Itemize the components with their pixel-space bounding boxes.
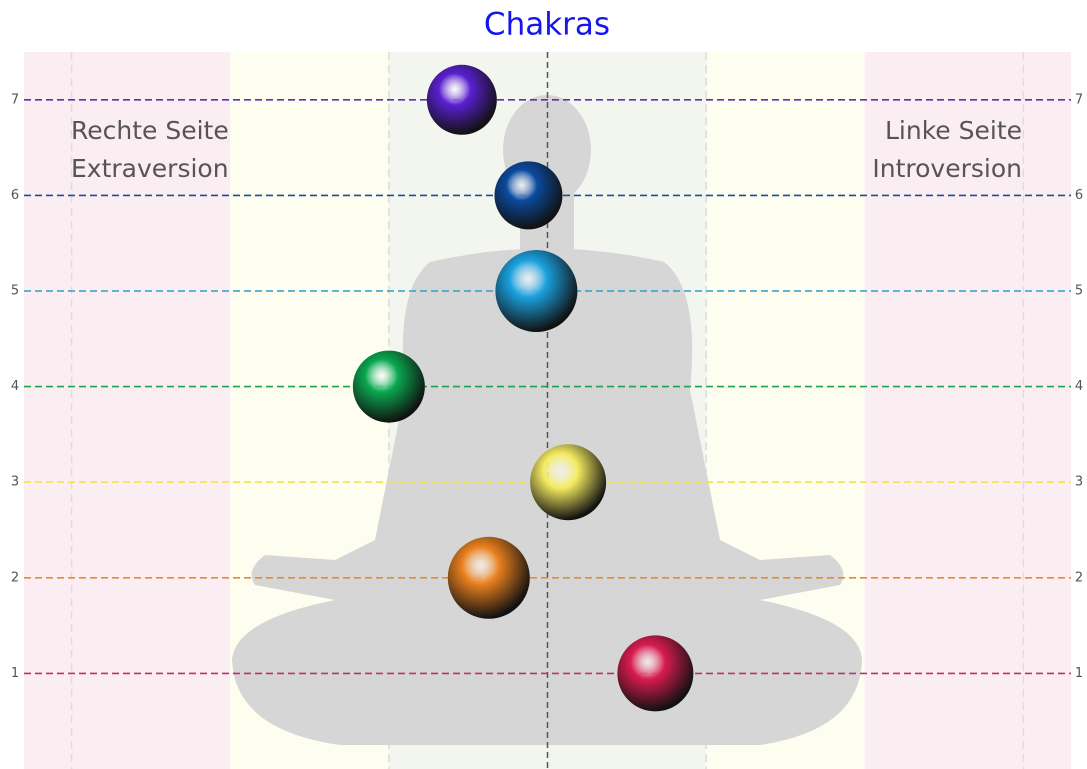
chakra-bubble bbox=[530, 444, 606, 520]
chakra-bubble bbox=[617, 635, 693, 711]
y2-tick-label: 2 bbox=[1075, 570, 1083, 585]
annotation: Introversion bbox=[872, 154, 1022, 183]
chakra-bubble bbox=[353, 351, 425, 423]
chart: 1 1 2 2 3 3 4 4 5 5 6 6 7 7 Rechte Seite Extraversion Li… bbox=[0, 0, 1087, 769]
annotation: Linke Seite bbox=[885, 116, 1022, 145]
chakra-bubble bbox=[495, 250, 577, 332]
y2-tick-label: 5 bbox=[1075, 284, 1083, 299]
y2-tick-label: 6 bbox=[1075, 188, 1083, 203]
y2-tick-label: 3 bbox=[1075, 475, 1083, 490]
y-tick-label: 3 bbox=[11, 475, 19, 490]
chart-title: Chakras bbox=[484, 7, 610, 43]
chakra-bubble bbox=[448, 537, 530, 619]
y2-tick-label: 7 bbox=[1075, 92, 1083, 107]
y-tick-label: 6 bbox=[11, 188, 19, 203]
y-tick-label: 4 bbox=[11, 379, 19, 394]
y-tick-label: 1 bbox=[11, 666, 19, 681]
annotation: Rechte Seite bbox=[71, 116, 229, 145]
chakra-bubble bbox=[427, 65, 497, 135]
y-tick-label: 5 bbox=[11, 284, 19, 299]
y2-tick-label: 4 bbox=[1075, 379, 1083, 394]
y-tick-label: 2 bbox=[11, 570, 19, 585]
annotation: Extraversion bbox=[71, 154, 229, 183]
y2-tick-label: 1 bbox=[1075, 666, 1083, 681]
y-tick-label: 7 bbox=[11, 92, 19, 107]
chakra-bubble bbox=[494, 161, 562, 229]
